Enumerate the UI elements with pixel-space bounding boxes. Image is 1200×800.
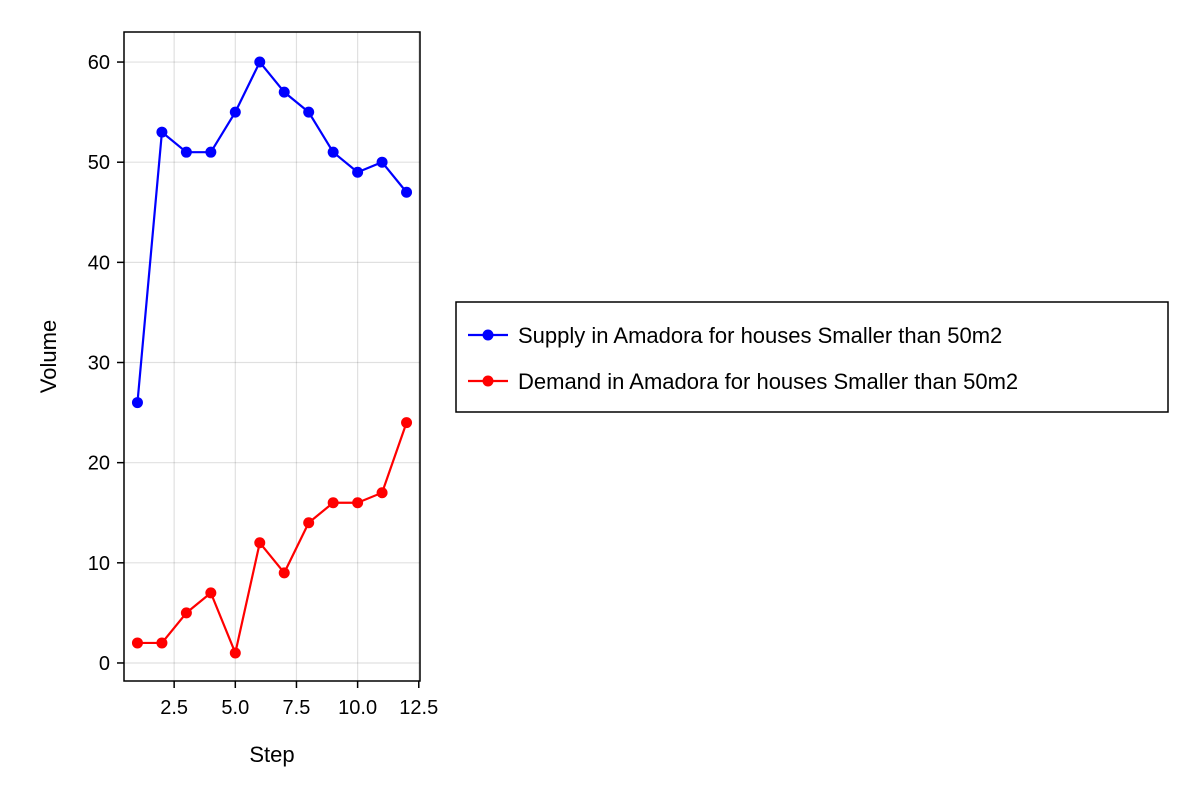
y-tick-label: 20 [88, 453, 110, 475]
data-point [180, 146, 192, 158]
x-tick-label: 12.5 [399, 697, 438, 719]
legend-swatch-marker [482, 375, 494, 387]
data-point [303, 106, 315, 118]
data-point [278, 567, 290, 579]
y-tick-label: 40 [88, 252, 110, 274]
data-point [180, 607, 192, 619]
data-point [156, 126, 168, 138]
plot-frame [123, 31, 421, 682]
data-point [401, 186, 413, 198]
legend-box [455, 301, 1169, 413]
data-point [376, 487, 388, 499]
legend-swatch-marker [482, 329, 494, 341]
data-point [131, 397, 143, 409]
y-tick-label: 0 [99, 653, 110, 675]
series-layer [131, 56, 413, 659]
series-line-1 [136, 60, 408, 403]
data-point [131, 637, 143, 649]
x-tick-label: 10.0 [338, 697, 377, 719]
data-point [156, 637, 168, 649]
x-axis-label: Step [249, 742, 294, 767]
y-tick-label: 60 [88, 52, 110, 74]
data-point [401, 417, 413, 429]
y-axis-label: Volume [36, 320, 61, 393]
legend-entry-label: Demand in Amadora for houses Smaller tha… [518, 369, 1018, 394]
data-point [327, 146, 339, 158]
y-tick-label: 50 [88, 152, 110, 174]
grid-lines [124, 32, 420, 681]
data-point [205, 146, 217, 158]
y-tick-label: 30 [88, 353, 110, 375]
x-tick-label: 2.5 [160, 697, 188, 719]
axis-ticks: 2.5 5.0 7.5 10.0 12.5 0 10 20 30 40 50 60 [88, 52, 438, 719]
data-point [352, 497, 364, 509]
data-point [352, 166, 364, 178]
legend: Supply in Amadora for houses Smaller tha… [455, 301, 1169, 413]
data-point [376, 156, 388, 168]
data-point [229, 647, 241, 659]
legend-entry-label: Supply in Amadora for houses Smaller tha… [518, 323, 1002, 348]
series-line-2 [137, 422, 408, 655]
data-point [229, 106, 241, 118]
data-point [254, 56, 266, 68]
x-tick-label: 7.5 [283, 697, 311, 719]
data-point [303, 517, 315, 529]
data-point [205, 587, 217, 599]
y-tick-label: 10 [88, 553, 110, 575]
data-point [327, 497, 339, 509]
data-point [254, 537, 266, 549]
x-tick-label: 5.0 [221, 697, 249, 719]
data-point [278, 86, 290, 98]
